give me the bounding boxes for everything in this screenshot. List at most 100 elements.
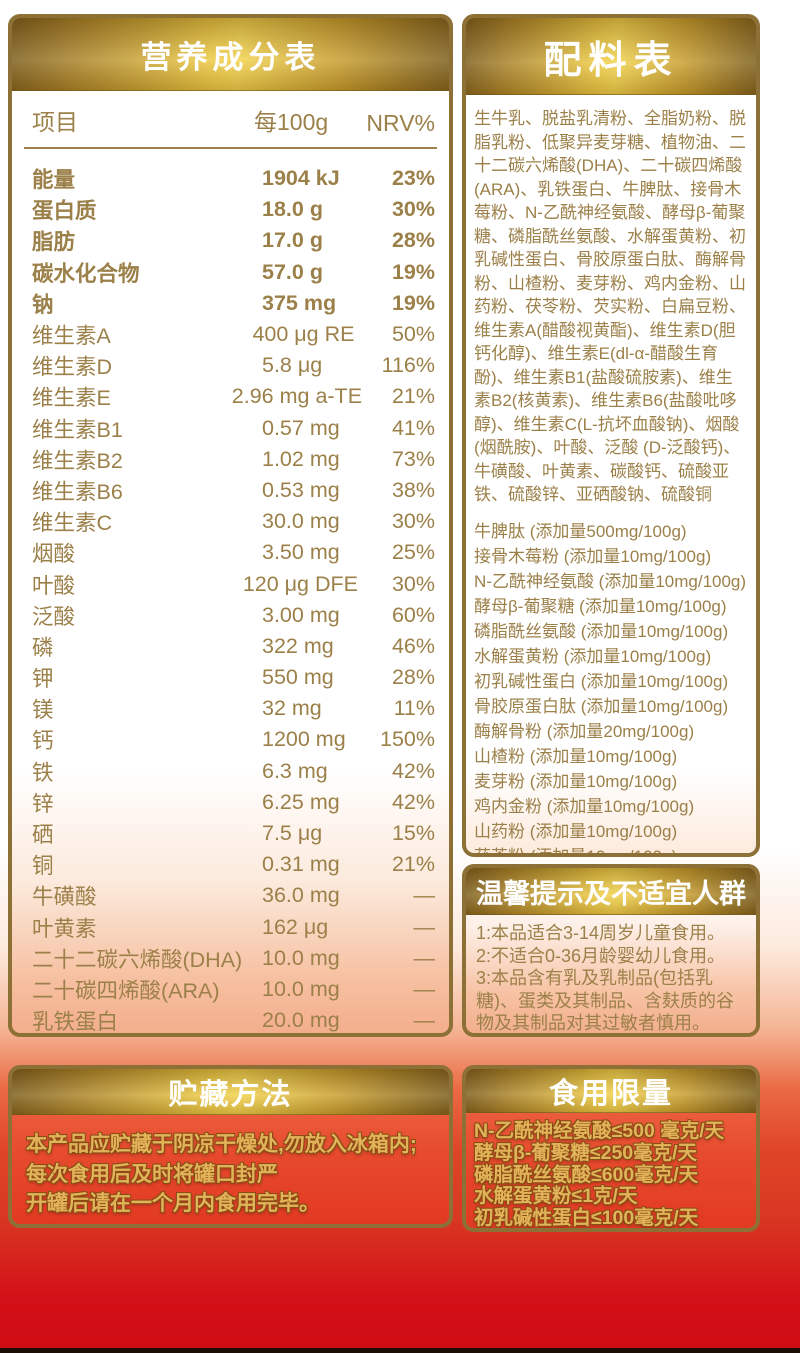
nutrient-name: 维生素A (32, 324, 111, 349)
ingredients-panel-title: 配料表 (543, 39, 679, 82)
nutrient-value: 1.02 mg (262, 446, 340, 471)
nutrient-value: 1904 kJ (262, 166, 340, 191)
table-row: 烟酸 3.50 mg 25% (32, 537, 435, 568)
nutrient-name: 维生素B2 (32, 448, 123, 473)
nutrient-value: 7.5 μg (262, 821, 323, 846)
additive-line: N-乙酰神经氨酸 (添加量10mg/100g) (474, 571, 747, 591)
additive-line: 水解蛋黄粉 (添加量10mg/100g) (474, 646, 712, 666)
nutrient-nrv: 11% (393, 696, 435, 721)
nutrient-nrv: 21% (391, 384, 435, 409)
table-row: 泛酸 3.00 mg 60% (32, 600, 435, 631)
storage-line: 开罐后请在一个月内食用完毕。 (26, 1192, 320, 1215)
nutrition-table-header-row: 项目 每100g NRV% (24, 91, 437, 149)
nutrient-name: 镁 (32, 698, 54, 723)
nutrient-nrv: 60% (391, 602, 435, 627)
table-row: 碳水化合物 57.0 g 19% (32, 257, 435, 288)
nutrient-value: 6.3 mg (262, 758, 328, 783)
table-row: 叶黄素 162 μg — (32, 912, 435, 943)
nutrient-nrv: 42% (391, 789, 435, 814)
nutrient-value: 0.57 mg (262, 415, 340, 440)
additive-line: 茯苓粉 (添加量10mg/100g) (474, 846, 678, 857)
nutrient-value: 322 mg (262, 633, 334, 658)
nutrient-nrv: 38% (391, 477, 435, 502)
limits-panel-title: 食用限量 (548, 1077, 673, 1110)
storage-panel-header: 贮藏方法 (12, 1069, 449, 1115)
table-row: 铁 6.3 mg 42% (32, 756, 435, 787)
table-row: 铜 0.31 mg 21% (32, 849, 435, 880)
table-row: 维生素B2 1.02 mg 73% (32, 444, 435, 475)
table-row: 能量 1904 kJ 23% (32, 163, 435, 194)
nutrient-name: 乳铁蛋白 (32, 1010, 119, 1035)
nutrient-name: 铁 (32, 760, 54, 785)
nutrient-nrv: 15% (391, 821, 435, 846)
column-header-item: 项目 (32, 109, 78, 135)
nutrient-value: 20.0 mg (262, 1008, 340, 1033)
table-row: 乳铁蛋白 20.0 mg — (32, 1005, 436, 1035)
nutrient-name: 烟酸 (32, 542, 76, 567)
nutrient-name: 二十二碳六烯酸(DHA) (32, 947, 243, 972)
storage-panel: 贮藏方法 本产品应贮藏于阴凉干燥处,勿放入冰箱内; 每次食用后及时将罐口封严 开罐后… (8, 1065, 453, 1228)
nutrient-name: 叶黄素 (32, 916, 97, 941)
limits-panel-header: 食用限量 (466, 1069, 756, 1113)
nutrient-nrv: 42% (391, 758, 435, 783)
nutrient-nrv: 73% (391, 446, 435, 471)
additive-amounts-list: 牛脾肽 (添加量500mg/100g) 接骨木莓粉 (添加量10mg/100g) N… (474, 519, 747, 857)
nutrient-value: 36.0 mg (262, 883, 340, 908)
storage-body: 本产品应贮藏于阴凉干燥处,勿放入冰箱内; 每次食用后及时将罐口封严 开罐后请在一个月… (12, 1115, 449, 1219)
nutrient-value: 30.0 mg (262, 509, 340, 534)
storage-line: 每次食用后及时将罐口封严 (26, 1162, 278, 1186)
additive-line: 山楂粉 (添加量10mg/100g) (474, 746, 678, 766)
nutrition-table-body: 能量 1904 kJ 23% 蛋白质 18.0 g 30% 脂肪 17.0 g … (12, 149, 449, 1035)
nutrient-nrv: 19% (391, 259, 435, 284)
storage-panel-title: 贮藏方法 (168, 1078, 293, 1111)
table-row: 维生素B1 0.57 mg 41% (32, 413, 435, 444)
nutrient-name: 泛酸 (32, 604, 76, 629)
nutrient-value: 0.31 mg (262, 852, 340, 877)
nutrient-value: 162 μg (262, 914, 329, 939)
nutrient-value: 1200 mg (262, 727, 346, 752)
additive-line: 酵母β-葡聚糖 (添加量10mg/100g) (474, 596, 727, 616)
limits-body: N-乙酰神经氨酸≤500 毫克/天 酵母β-葡聚糖≤250毫克/天 磷脂酰丝氨酸≤6… (466, 1113, 756, 1228)
nutrient-name: 钾 (32, 667, 54, 692)
nutrient-nrv: 30% (391, 197, 435, 222)
table-row: 镁 32 mg 11% (32, 693, 435, 724)
nutrient-value: 3.00 mg (262, 602, 340, 627)
nutrient-value: 550 mg (262, 665, 334, 690)
nutrient-value: 0.53 mg (262, 477, 340, 502)
nutrient-nrv: 21% (391, 852, 435, 877)
table-row: 牛磺酸 36.0 mg — (32, 880, 435, 911)
nutrient-nrv: — (413, 945, 436, 970)
nutrient-name: 牛磺酸 (32, 885, 97, 910)
additive-line: 酶解骨粉 (添加量20mg/100g) (474, 721, 695, 741)
nutrient-nrv: — (413, 1008, 436, 1033)
tip-line: 2:不适合0-36月龄婴幼儿食用。 (476, 945, 726, 966)
nutrient-name: 维生素C (32, 511, 113, 536)
table-row: 维生素D 5.8 μg 116% (32, 350, 435, 381)
nutrient-name: 脂肪 (32, 230, 76, 255)
tip-line: 3:本品含有乳及乳制品(包括乳糖)、蛋类及其制品、含麸质的谷物及其制品对其过敏者… (476, 968, 734, 1033)
nutrient-value: 57.0 g (262, 259, 323, 284)
additive-line: 鸡内金粉 (添加量10mg/100g) (474, 796, 695, 816)
limit-line: 磷脂酰丝氨酸≤600毫克/天 (474, 1163, 699, 1186)
nutrient-name: 钠 (32, 292, 54, 317)
nutrient-value: 18.0 g (262, 197, 323, 222)
nutrient-name: 能量 (32, 168, 76, 193)
bottom-dark-edge (0, 1348, 800, 1353)
limit-line: 酵母β-葡聚糖≤250毫克/天 (474, 1141, 698, 1164)
nutrient-nrv: 28% (391, 228, 435, 253)
table-row: 二十碳四烯酸(ARA) 10.0 mg — (32, 974, 435, 1005)
nutrient-nrv: 30% (391, 571, 435, 596)
nutrient-value: 5.8 μg (262, 353, 323, 378)
nutrient-name: 维生素E (32, 386, 111, 411)
nutrient-value: 2.96 mg a-TE (231, 384, 363, 409)
tips-panel-title: 温馨提示及不适宜人群 (476, 878, 746, 909)
nutrient-name: 碳水化合物 (32, 261, 140, 286)
tips-panel-header: 温馨提示及不适宜人群 (466, 868, 756, 915)
nutrient-nrv: 50% (391, 322, 435, 347)
additive-line: 骨胶原蛋白肽 (添加量10mg/100g) (474, 696, 729, 716)
nutrition-facts-panel: 营养成分表 项目 每100g NRV% 能量 1904 kJ 23% 蛋白质 1… (8, 14, 453, 1037)
additive-line: 磷脂酰丝氨酸 (添加量10mg/100g) (474, 621, 729, 641)
nutrition-panel-header: 营养成分表 (12, 18, 449, 91)
limits-panel: 食用限量 N-乙酰神经氨酸≤500 毫克/天 酵母β-葡聚糖≤250毫克/天 磷脂酰… (462, 1065, 760, 1232)
